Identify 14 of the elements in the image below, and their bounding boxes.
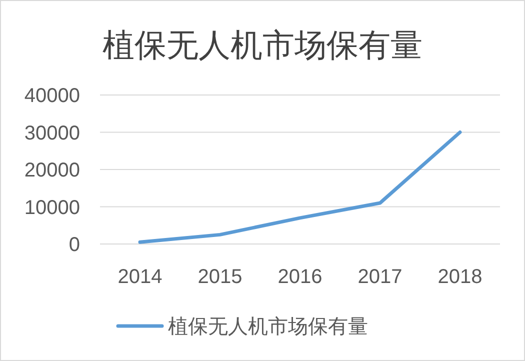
x-tick-label: 2015 <box>198 266 242 288</box>
legend-label: 植保无人机市场保有量 <box>168 316 368 338</box>
y-tick-label: 0 <box>68 234 80 256</box>
y-tick-label: 10000 <box>24 196 80 219</box>
y-tick-label: 40000 <box>24 85 80 107</box>
x-tick-label: 2018 <box>438 266 482 288</box>
y-tick-label: 20000 <box>24 160 80 182</box>
y-tick-label: 30000 <box>24 122 80 144</box>
x-tick-label: 2014 <box>118 266 162 288</box>
x-tick-label: 2016 <box>278 266 322 288</box>
legend: 植保无人机市场保有量 <box>116 316 368 338</box>
chart-title: 植保无人机市场保有量 <box>102 27 422 63</box>
line-series <box>138 130 462 244</box>
x-tick-label: 2017 <box>358 266 402 288</box>
